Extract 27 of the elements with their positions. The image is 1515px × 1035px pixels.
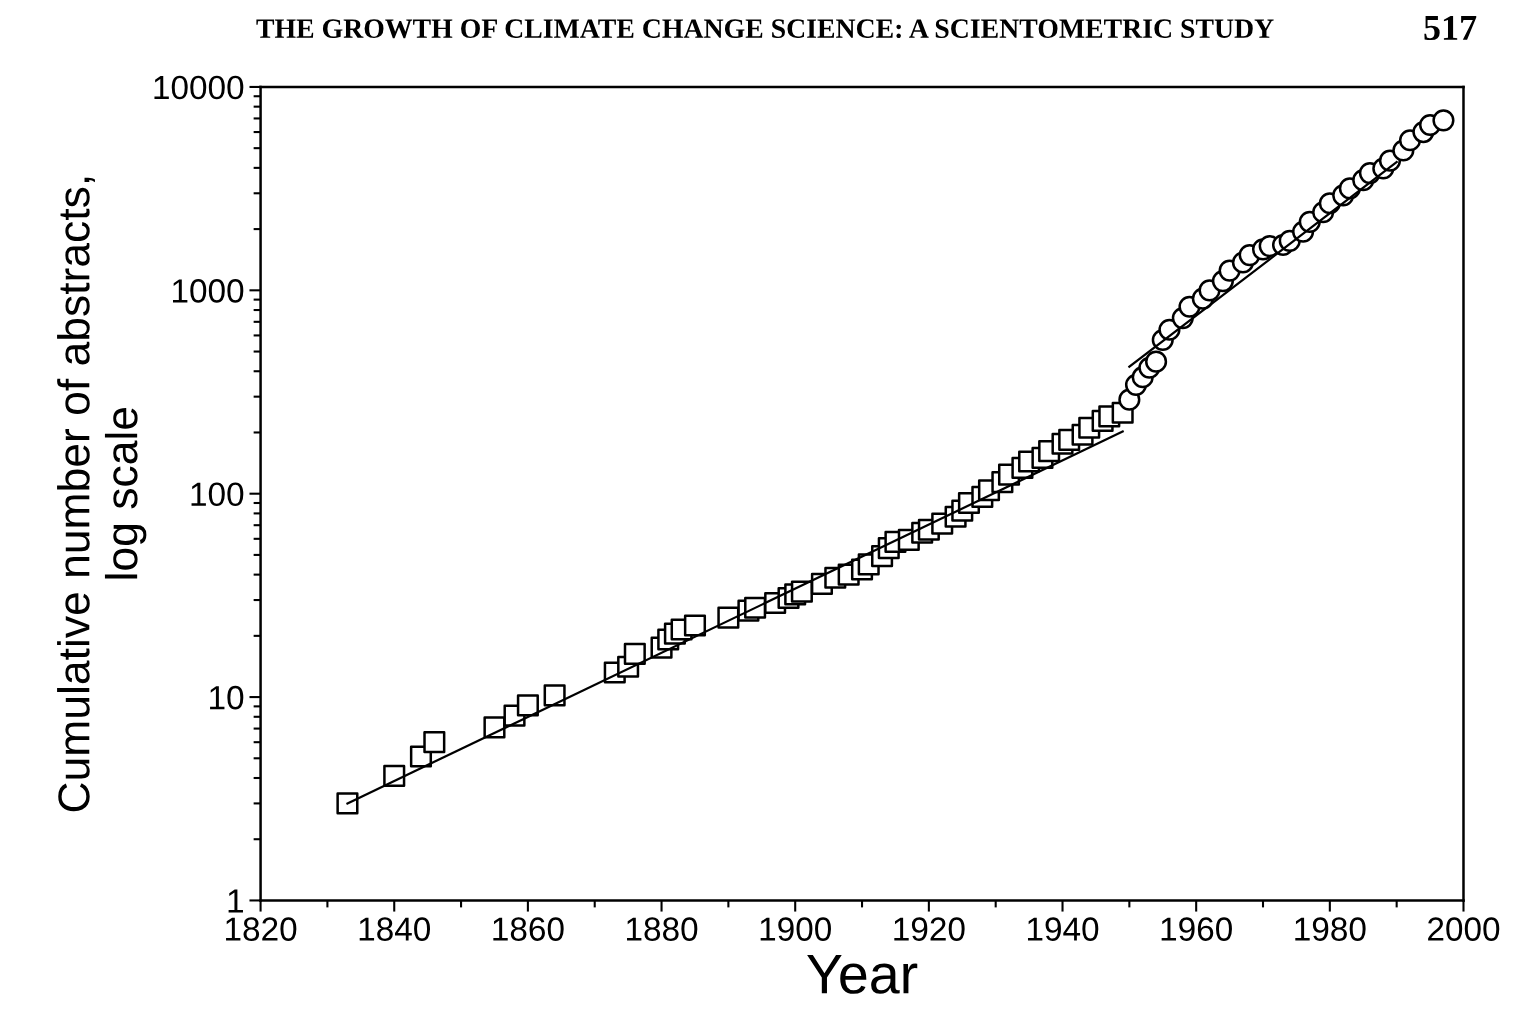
y-tick-label: 100 bbox=[191, 482, 244, 507]
x-tick-label: 1960 bbox=[1161, 917, 1232, 941]
point bbox=[423, 731, 446, 754]
x-tick-label: 1820 bbox=[226, 917, 297, 941]
y-tick-label: 10 bbox=[210, 685, 244, 710]
x-tick-label: 1900 bbox=[760, 917, 831, 941]
x-tick-label: 2000 bbox=[1428, 917, 1500, 941]
chart-title: THE GROWTH OF CLIMATE CHANGE SCIENCE: A SCIENTOMETRIC STUDY bbox=[256, 19, 1274, 39]
point bbox=[1145, 350, 1168, 373]
x-tick-label: 1860 bbox=[493, 917, 564, 941]
x-axis-title: Year bbox=[807, 955, 918, 994]
y-tick-label: 1000 bbox=[173, 279, 244, 303]
point bbox=[1432, 109, 1455, 132]
x-tick-label: 1940 bbox=[1027, 917, 1099, 941]
point bbox=[623, 642, 646, 665]
point bbox=[543, 684, 566, 707]
point bbox=[516, 694, 539, 717]
point bbox=[683, 614, 707, 637]
y-axis-title: Cumulative number of abstracts, log scale bbox=[57, 177, 147, 812]
point bbox=[336, 792, 359, 815]
x-tick-label: 1980 bbox=[1295, 917, 1366, 941]
text: 517 bbox=[1424, 15, 1477, 41]
x-tick-label: 1880 bbox=[627, 917, 698, 941]
x-tick-label: 1920 bbox=[894, 917, 965, 941]
x-tick-label: 1840 bbox=[359, 917, 431, 941]
y-tick-label: 1 bbox=[228, 889, 243, 913]
y-tick-label: 10000 bbox=[154, 75, 244, 100]
